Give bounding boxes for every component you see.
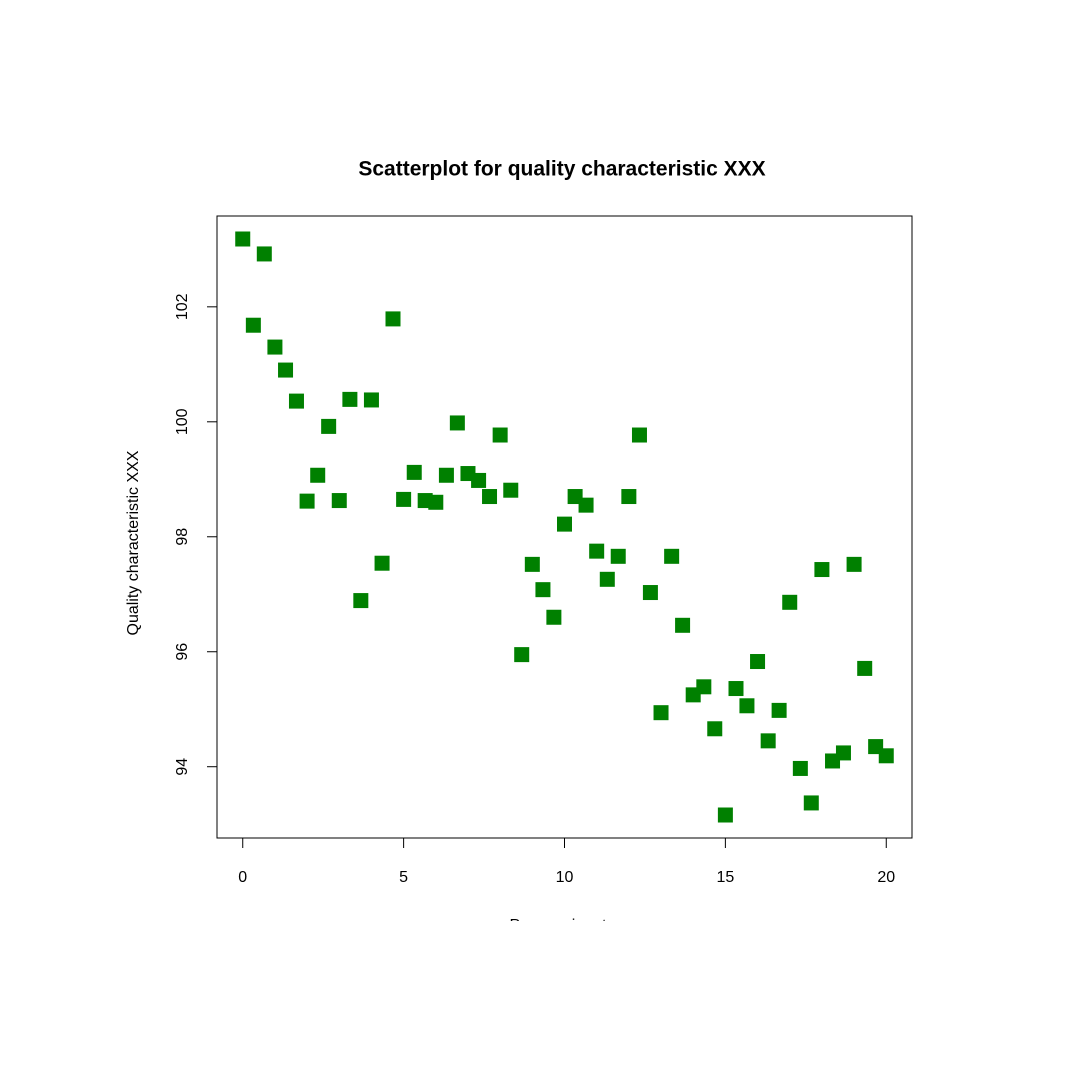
point <box>546 609 562 625</box>
point <box>428 494 444 510</box>
point <box>385 311 401 327</box>
point <box>482 489 498 505</box>
point <box>321 418 337 434</box>
point <box>353 593 369 609</box>
point <box>524 556 540 572</box>
point <box>642 585 658 601</box>
point <box>739 698 755 714</box>
point <box>599 571 615 587</box>
point <box>535 582 551 598</box>
chart-title: Scatterplot for quality characteristic X… <box>358 158 765 181</box>
point <box>374 555 390 571</box>
x-tick-label: 5 <box>399 869 408 886</box>
point <box>803 795 819 811</box>
point <box>631 427 647 443</box>
x-tick-label: 10 <box>556 869 574 886</box>
point <box>256 246 272 262</box>
point <box>664 548 680 564</box>
point <box>846 556 862 572</box>
point <box>288 393 304 409</box>
point <box>363 392 379 408</box>
point <box>245 317 261 333</box>
point <box>514 647 530 663</box>
point <box>878 748 894 764</box>
point <box>792 760 808 776</box>
point <box>471 472 487 488</box>
point <box>771 702 787 718</box>
point <box>438 467 454 483</box>
y-tick-label: 102 <box>174 293 191 320</box>
point <box>299 493 315 509</box>
point <box>675 617 691 633</box>
point <box>728 681 744 697</box>
point <box>278 362 294 378</box>
point <box>653 705 669 721</box>
point <box>396 491 412 507</box>
point <box>696 679 712 695</box>
y-axis-label: Quality characteristic XXX <box>125 450 142 635</box>
point <box>557 516 572 532</box>
x-tick-label: 0 <box>238 869 247 886</box>
x-tick-label: 15 <box>716 869 734 886</box>
point <box>750 654 766 670</box>
point <box>717 807 733 823</box>
point <box>578 497 594 513</box>
point <box>331 493 347 509</box>
point <box>814 562 830 578</box>
point <box>503 482 519 498</box>
point <box>310 467 326 483</box>
point <box>449 415 465 431</box>
point <box>782 594 798 610</box>
point <box>267 339 283 355</box>
point <box>492 427 508 443</box>
x-tick-label: 20 <box>877 869 895 886</box>
y-tick-label: 96 <box>174 643 191 661</box>
y-tick-label: 100 <box>174 408 191 435</box>
point <box>589 543 605 559</box>
point <box>610 548 626 564</box>
point <box>707 721 723 737</box>
point <box>857 660 873 676</box>
point <box>835 745 851 761</box>
point <box>235 231 251 247</box>
point <box>342 391 358 407</box>
y-tick-label: 98 <box>174 528 191 546</box>
point <box>621 489 637 505</box>
point <box>406 464 422 480</box>
y-tick-label: 94 <box>174 758 191 776</box>
point <box>760 733 776 749</box>
x-axis-label: Process input <box>510 917 607 934</box>
